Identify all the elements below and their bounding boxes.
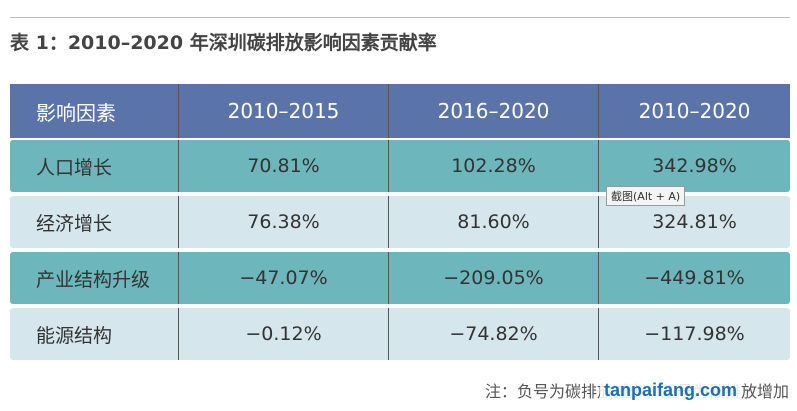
header-cell: 2010–2015: [178, 84, 388, 138]
table-cell: 342.98%: [598, 140, 790, 192]
table-cell: −74.82%: [388, 308, 598, 360]
table-cell: 324.81%: [598, 196, 790, 248]
table-cell: −449.81%: [598, 252, 790, 304]
table-cell: −117.98%: [598, 308, 790, 360]
table-cell: −47.07%: [178, 252, 388, 304]
watermark: tanpaifang.com: [600, 380, 742, 401]
tooltip: 截图(Alt + A): [606, 186, 686, 206]
table-title: 表 1：2010–2020 年深圳碳排放影响因素贡献率: [10, 32, 437, 54]
header-cell: 影响因素: [36, 100, 116, 125]
table-cell: 能源结构: [36, 324, 113, 347]
header-row: 影响因素 2010–2015 2016–2020 2010–2020: [10, 84, 790, 138]
table-cell: −0.12%: [178, 308, 388, 360]
header-cell: 2010–2020: [598, 84, 790, 138]
table-row: 人口增长 70.81% 102.28% 342.98%: [10, 140, 790, 192]
table-cell: −209.05%: [388, 252, 598, 304]
table-cell: 人口增长: [36, 156, 113, 179]
table-row: 能源结构 −0.12% −74.82% −117.98%: [10, 308, 790, 360]
header-cell: 2016–2020: [388, 84, 598, 138]
table-cell: 81.60%: [388, 196, 598, 248]
table-cell: 102.28%: [388, 140, 598, 192]
table: 影响因素 2010–2015 2016–2020 2010–2020 人口增长 70.81…: [10, 84, 790, 364]
table-row: 产业结构升级 −47.07% −209.05% −449.81%: [10, 252, 790, 304]
table-cell: 70.81%: [178, 140, 388, 192]
table-cell: 经济增长: [36, 212, 113, 235]
top-rule: [10, 17, 790, 18]
table-cell: 产业结构升级: [36, 268, 151, 291]
table-cell: 76.38%: [178, 196, 388, 248]
